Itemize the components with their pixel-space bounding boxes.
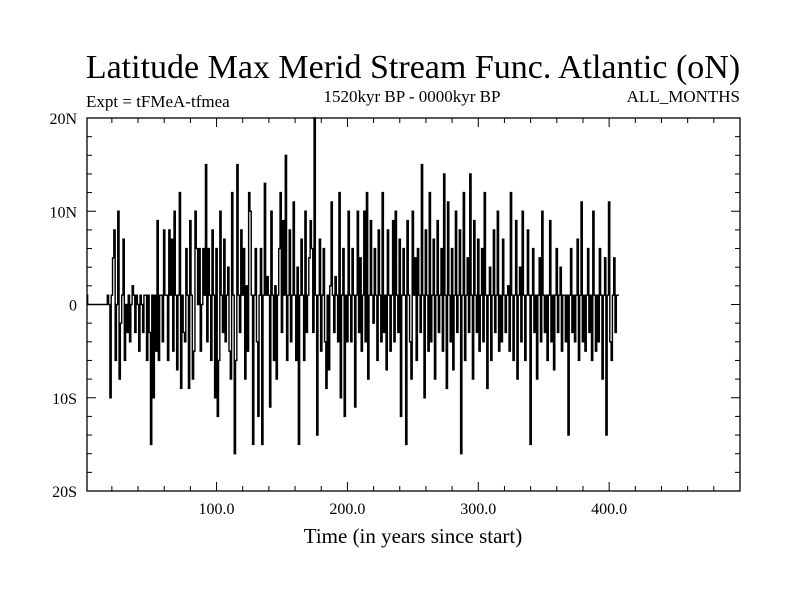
- x-axis-label: Time (in years since start): [304, 524, 523, 548]
- y-tick-label: 20S: [52, 484, 77, 501]
- series-line: [86, 117, 619, 455]
- axis-ticks: 100.0 200.0 300.0 400.0 20N 10N 0 10S 20S: [49, 111, 740, 518]
- time-range-label: 1520kyr BP - 0000kyr BP: [324, 87, 501, 106]
- x-tick-label: 100.0: [199, 501, 235, 518]
- x-tick-label: 300.0: [460, 501, 496, 518]
- x-tick-label: 200.0: [329, 501, 365, 518]
- y-tick-label: 10N: [49, 204, 77, 221]
- y-tick-label: 0: [69, 298, 77, 315]
- chart-title: Latitude Max Merid Stream Func. Atlantic…: [86, 49, 740, 86]
- months-label: ALL_MONTHS: [627, 87, 740, 106]
- y-tick-label: 20N: [49, 111, 77, 128]
- y-tick-label: 10S: [52, 391, 77, 408]
- x-tick-label: 400.0: [591, 501, 627, 518]
- experiment-label: Expt = tFMeA-tfmea: [86, 92, 230, 111]
- plot-frame: [86, 117, 741, 492]
- plot-area: [86, 117, 619, 455]
